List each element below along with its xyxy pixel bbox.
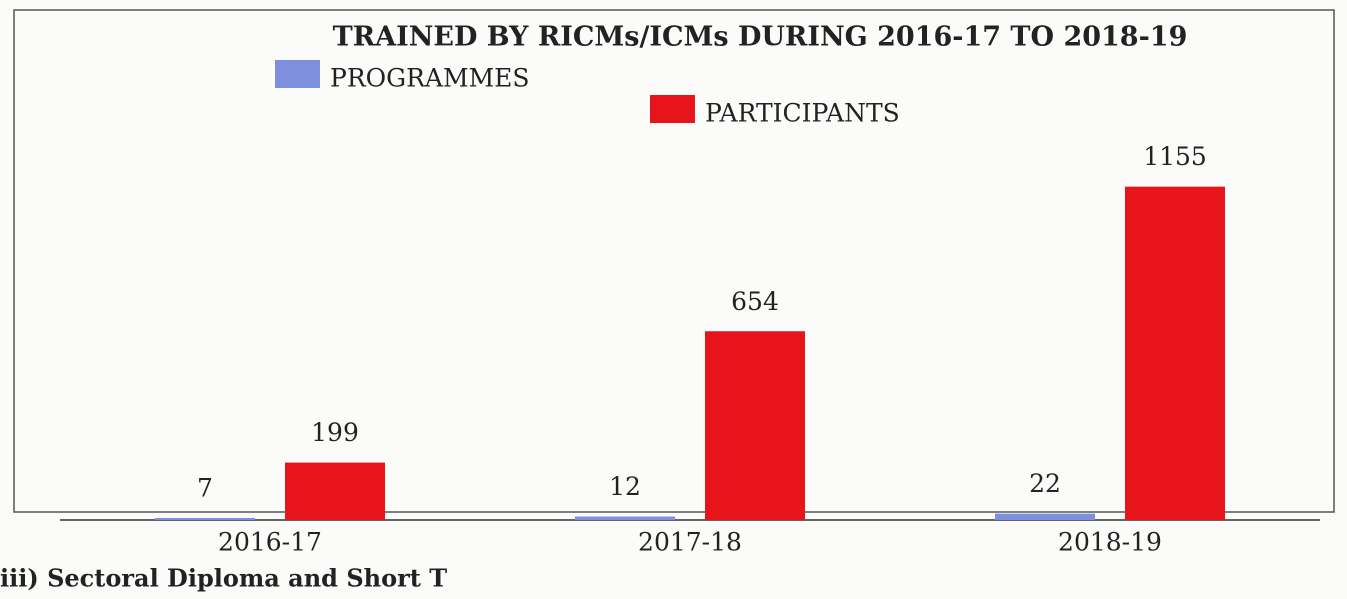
value-label: 12 [609, 472, 641, 501]
legend-swatch [650, 95, 695, 123]
chart-frame [13, 9, 1335, 513]
legend-label: PROGRAMMES [330, 64, 530, 93]
x-tick-label: 2016-17 [218, 528, 322, 557]
value-label: 1155 [1143, 142, 1207, 171]
value-label: 199 [311, 418, 359, 447]
value-label: 22 [1029, 469, 1061, 498]
caption: iii) Sectoral Diploma and Short T [0, 564, 447, 593]
value-label: 654 [731, 287, 779, 316]
chart-title: TRAINED BY RICMs/ICMs DURING 2016-17 TO … [333, 22, 1188, 53]
bar [285, 462, 385, 520]
x-tick-label: 2018-19 [1058, 528, 1162, 557]
bar [1125, 186, 1225, 520]
bar [995, 513, 1095, 520]
x-tick-label: 2017-18 [638, 528, 742, 557]
value-label: 7 [197, 473, 213, 502]
bar [575, 516, 675, 520]
bar [155, 517, 255, 520]
legend-swatch [275, 60, 320, 88]
bar [705, 331, 805, 520]
legend-label: PARTICIPANTS [705, 99, 900, 128]
